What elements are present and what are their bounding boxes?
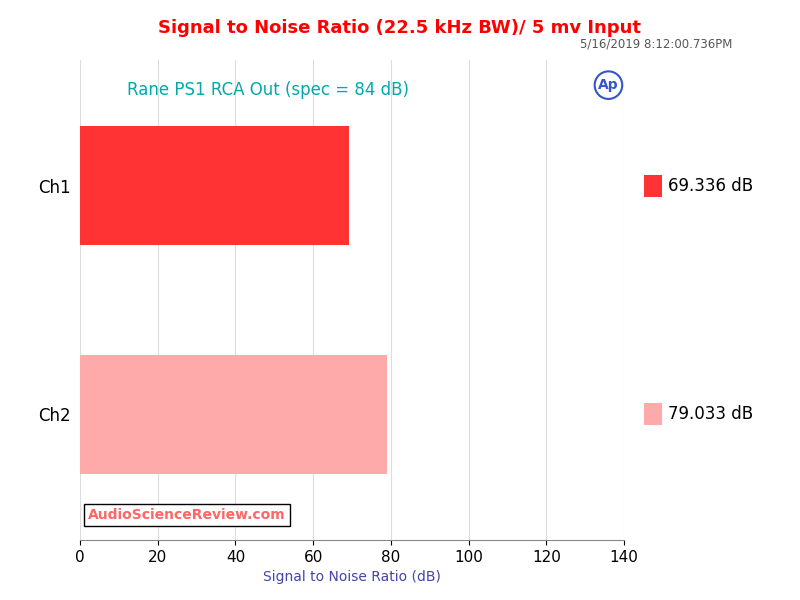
Text: 69.336 dB: 69.336 dB [668,177,753,195]
X-axis label: Signal to Noise Ratio (dB): Signal to Noise Ratio (dB) [263,570,441,584]
Text: Ap: Ap [598,78,618,92]
Text: Signal to Noise Ratio (22.5 kHz BW)/ 5 mv Input: Signal to Noise Ratio (22.5 kHz BW)/ 5 m… [158,19,642,37]
Bar [80,126,350,245]
Text: Rane PS1 RCA Out (spec = 84 dB): Rane PS1 RCA Out (spec = 84 dB) [126,81,409,99]
Bar [80,355,387,474]
Text: AudioScienceReview.com: AudioScienceReview.com [88,508,286,522]
Text: 5/16/2019 8:12:00.736PM: 5/16/2019 8:12:00.736PM [580,37,732,50]
Text: 79.033 dB: 79.033 dB [668,405,753,423]
